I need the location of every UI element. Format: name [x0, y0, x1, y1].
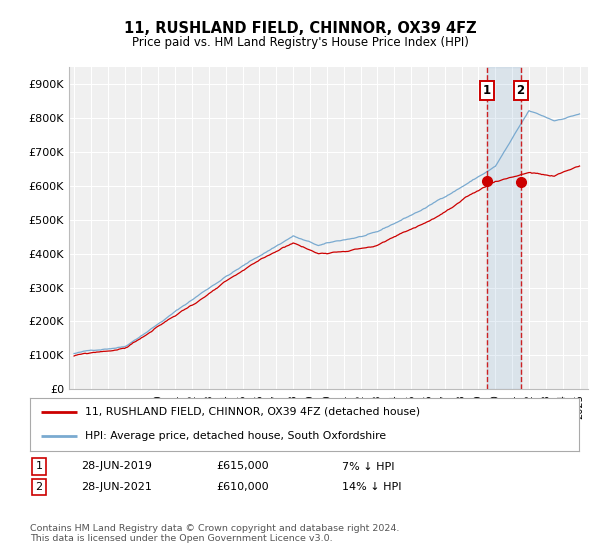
Bar — [487, 67, 521, 389]
Text: 2: 2 — [517, 85, 524, 97]
Text: Price paid vs. HM Land Registry's House Price Index (HPI): Price paid vs. HM Land Registry's House … — [131, 36, 469, 49]
Text: £615,000: £615,000 — [216, 461, 269, 472]
Text: 1: 1 — [483, 85, 491, 97]
Text: 14% ↓ HPI: 14% ↓ HPI — [342, 482, 401, 492]
Text: 28-JUN-2019: 28-JUN-2019 — [81, 461, 152, 472]
Text: 11, RUSHLAND FIELD, CHINNOR, OX39 4FZ (detached house): 11, RUSHLAND FIELD, CHINNOR, OX39 4FZ (d… — [85, 407, 420, 417]
Text: £610,000: £610,000 — [216, 482, 269, 492]
Text: 7% ↓ HPI: 7% ↓ HPI — [342, 461, 395, 472]
Text: 1: 1 — [35, 461, 43, 472]
Text: HPI: Average price, detached house, South Oxfordshire: HPI: Average price, detached house, Sout… — [85, 431, 386, 441]
Text: Contains HM Land Registry data © Crown copyright and database right 2024.
This d: Contains HM Land Registry data © Crown c… — [30, 524, 400, 543]
Text: 28-JUN-2021: 28-JUN-2021 — [81, 482, 152, 492]
Text: 11, RUSHLAND FIELD, CHINNOR, OX39 4FZ: 11, RUSHLAND FIELD, CHINNOR, OX39 4FZ — [124, 21, 476, 36]
Text: 2: 2 — [35, 482, 43, 492]
